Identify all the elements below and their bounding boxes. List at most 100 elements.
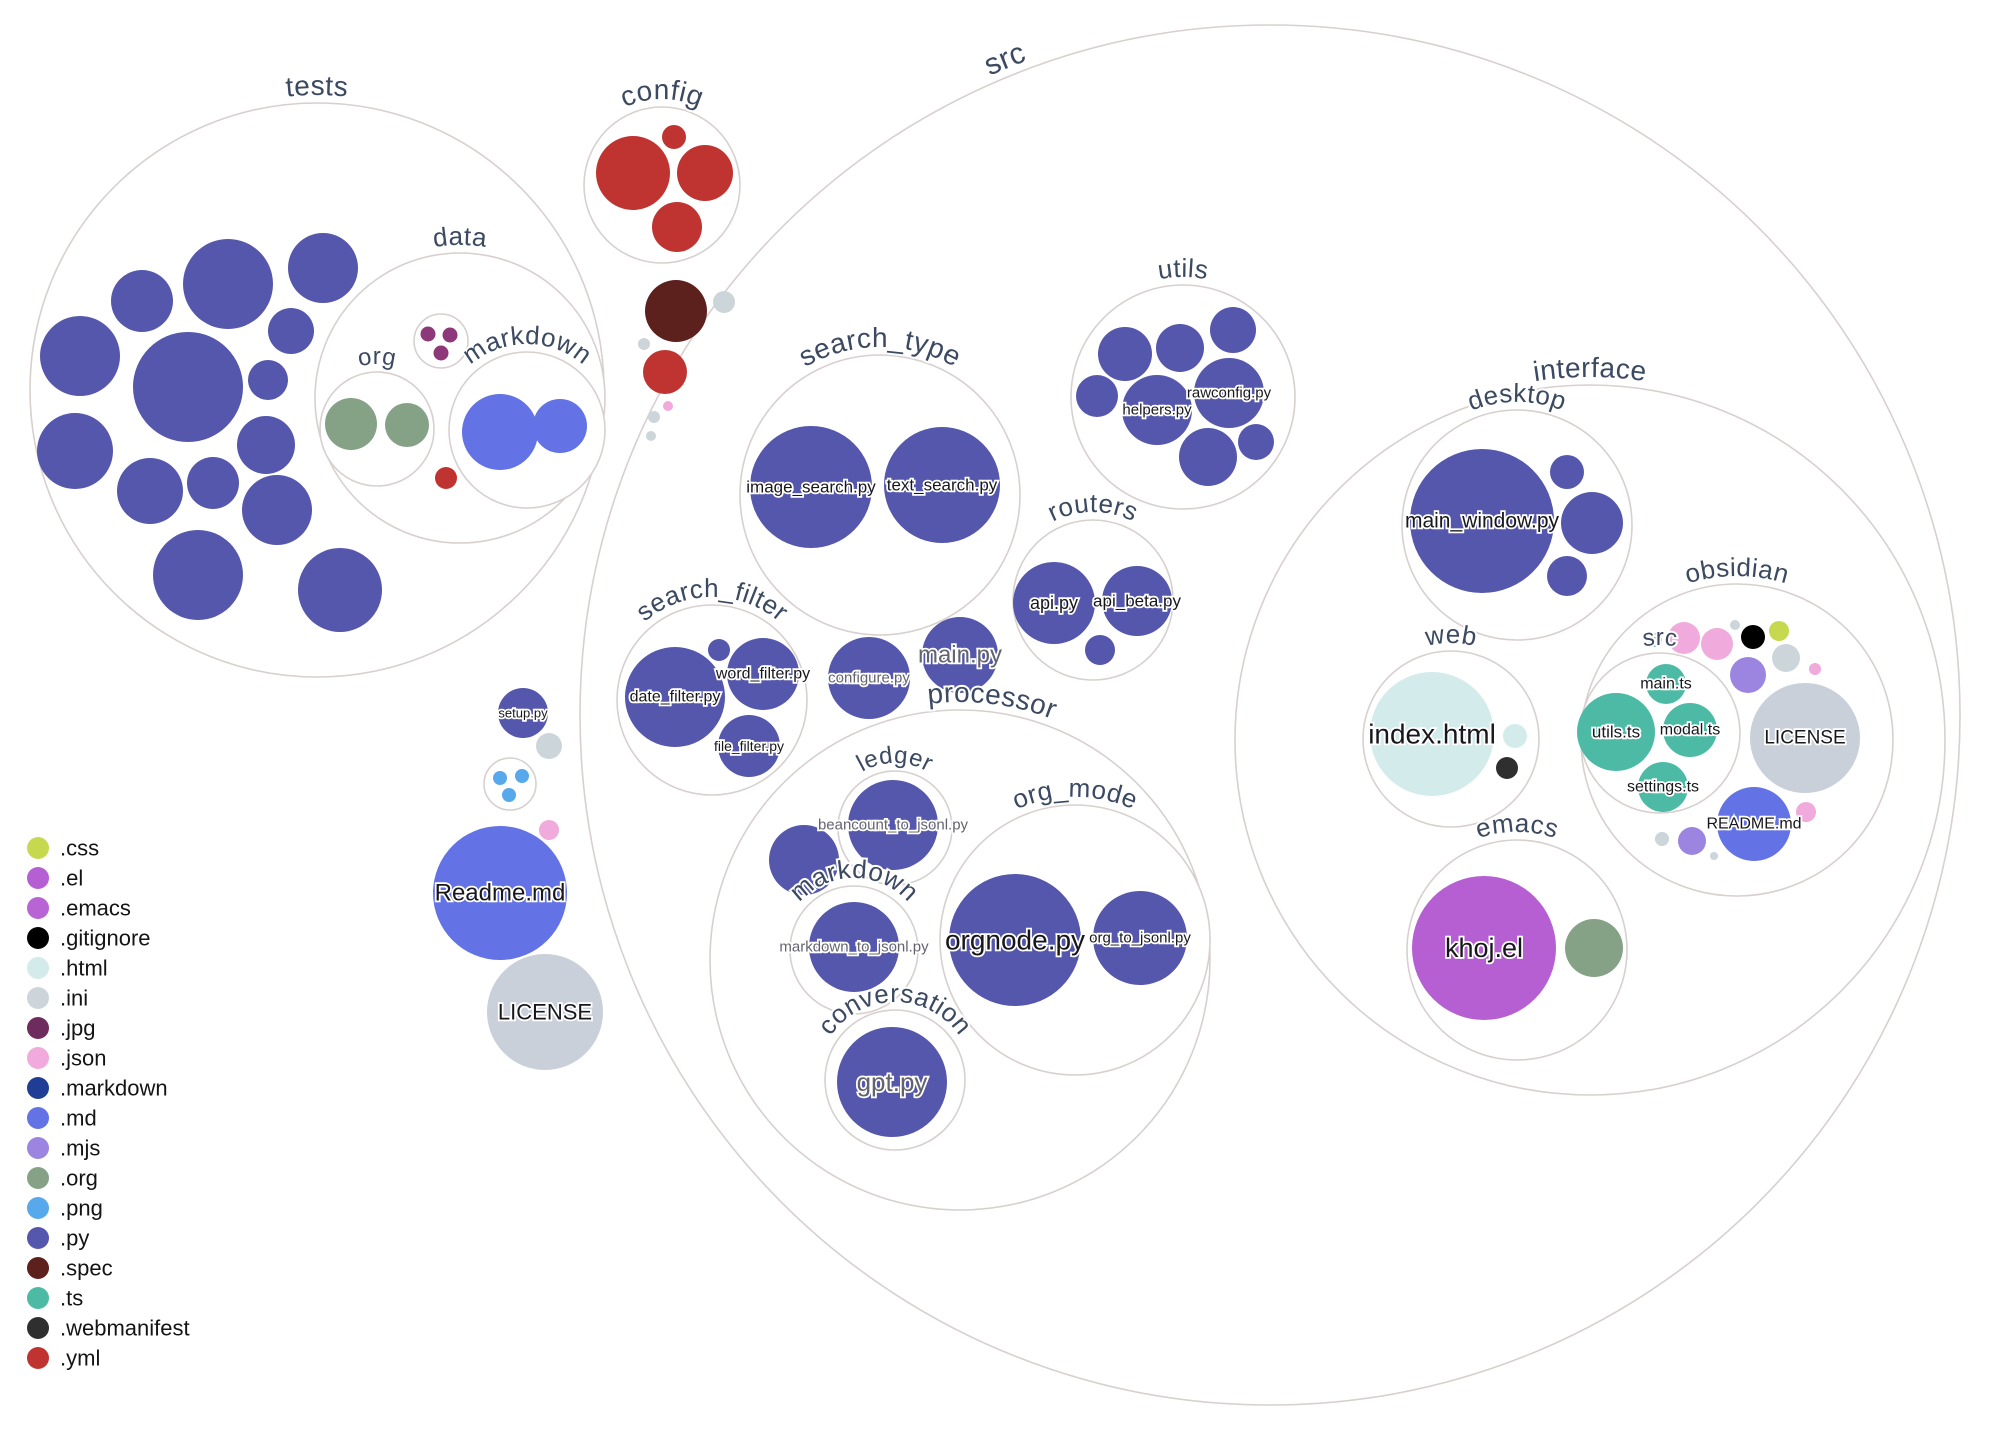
file-circle-api_beta.py[interactable] bbox=[1102, 566, 1172, 636]
file-circle-Readme.md[interactable] bbox=[433, 826, 567, 960]
file-circle-utils.ts[interactable] bbox=[1577, 693, 1655, 771]
file-circle-khoj.el[interactable] bbox=[1412, 876, 1556, 1020]
file-circle-json-file[interactable] bbox=[1796, 802, 1816, 822]
file-circle-py-file[interactable] bbox=[1547, 556, 1587, 596]
file-circle-py-file[interactable] bbox=[288, 233, 358, 303]
file-circle-beancount_to_jsonl.py[interactable] bbox=[848, 780, 938, 870]
file-circle-py-file[interactable] bbox=[1156, 324, 1204, 372]
file-circle-LICENSE[interactable] bbox=[487, 954, 603, 1070]
file-label-rawconfig.py: rawconfig.py bbox=[1187, 385, 1272, 402]
file-circle-json-file[interactable] bbox=[1701, 628, 1733, 660]
file-circle-py-file[interactable] bbox=[187, 457, 239, 509]
file-circle-image_search.py[interactable] bbox=[750, 426, 872, 548]
file-circle-ini-file[interactable] bbox=[1655, 832, 1669, 846]
file-circle-org-file[interactable] bbox=[1565, 919, 1623, 977]
file-circle-index.html[interactable] bbox=[1370, 672, 1494, 796]
file-circle-ini-file[interactable] bbox=[638, 338, 650, 350]
file-circle-py-file[interactable] bbox=[37, 413, 113, 489]
file-circle-date_filter.py[interactable] bbox=[625, 647, 725, 747]
file-circle-md-file[interactable] bbox=[533, 399, 587, 453]
file-circle-spec-file[interactable] bbox=[645, 280, 707, 342]
file-circle-setup.py[interactable] bbox=[498, 688, 548, 738]
file-circle-jpg-file[interactable] bbox=[433, 345, 449, 361]
file-circle-json-file[interactable] bbox=[539, 820, 559, 840]
file-circle-rawconfig.py[interactable] bbox=[1194, 358, 1264, 428]
file-circle-py-file[interactable] bbox=[1179, 428, 1237, 486]
file-circle-yml-file[interactable] bbox=[677, 145, 733, 201]
file-circle-ini-file[interactable] bbox=[646, 431, 656, 441]
file-circle-py-file[interactable] bbox=[769, 825, 839, 895]
file-circle-word_filter.py[interactable] bbox=[727, 638, 799, 710]
extension-legend: .css .el .emacs .gitignore .html .ini .jpg .jso… bbox=[27, 836, 190, 1371]
file-circle-png-file[interactable] bbox=[515, 769, 529, 783]
file-circle-png-file[interactable] bbox=[493, 771, 507, 785]
file-circle-main.ts[interactable] bbox=[1646, 664, 1686, 704]
file-circle-helpers.py[interactable] bbox=[1122, 375, 1192, 445]
file-circle-yml-file[interactable] bbox=[435, 467, 457, 489]
file-circle-py-file[interactable] bbox=[1085, 635, 1115, 665]
file-circle-py-file[interactable] bbox=[133, 332, 243, 442]
file-circle-markdown_to_jsonl.py[interactable] bbox=[809, 902, 899, 992]
file-circle-png-file[interactable] bbox=[502, 788, 516, 802]
folder-circle-unlabeled[interactable] bbox=[483, 757, 537, 811]
file-circle-py-file[interactable] bbox=[1076, 375, 1118, 417]
file-circle-modal.ts[interactable] bbox=[1663, 703, 1717, 757]
file-circle-py-file[interactable] bbox=[1550, 455, 1584, 489]
file-circle-yml-file[interactable] bbox=[652, 202, 702, 252]
file-circle-css-file[interactable] bbox=[1769, 621, 1789, 641]
file-circle-jpg-file[interactable] bbox=[442, 327, 458, 343]
folder-circle-search_type[interactable] bbox=[739, 354, 1021, 636]
file-circle-html-file[interactable] bbox=[1503, 724, 1527, 748]
file-circle-md-file[interactable] bbox=[462, 394, 538, 470]
file-circle-jpg-file[interactable] bbox=[420, 326, 436, 342]
file-circle-py-file[interactable] bbox=[183, 239, 273, 329]
file-circle-py-file[interactable] bbox=[268, 308, 314, 354]
file-circle-ini-file[interactable] bbox=[536, 733, 562, 759]
file-circle-ini-file[interactable] bbox=[713, 291, 735, 313]
file-circle-json-file[interactable] bbox=[1668, 622, 1700, 654]
file-circle-gitignore-file[interactable] bbox=[1741, 625, 1765, 649]
file-circle-README.md[interactable] bbox=[1717, 787, 1791, 861]
file-circle-main.py[interactable] bbox=[922, 617, 998, 693]
file-circle-py-file[interactable] bbox=[298, 548, 382, 632]
file-circle-webmanifest-file[interactable] bbox=[1496, 757, 1518, 779]
file-circle-yml-file[interactable] bbox=[596, 136, 670, 210]
file-circle-py-file[interactable] bbox=[242, 475, 312, 545]
file-circle-png-file[interactable] bbox=[1648, 633, 1662, 647]
file-circle-py-file[interactable] bbox=[1210, 307, 1256, 353]
file-circle-text_search.py[interactable] bbox=[884, 427, 1000, 543]
file-circle-ini-file[interactable] bbox=[1772, 644, 1800, 672]
file-circle-mjs-file[interactable] bbox=[1730, 657, 1766, 693]
file-circle-py-file[interactable] bbox=[117, 458, 183, 524]
file-circle-py-file[interactable] bbox=[1098, 327, 1152, 381]
legend-label-spec: .spec bbox=[60, 1256, 113, 1281]
file-circle-ini-file[interactable] bbox=[1710, 852, 1718, 860]
file-circle-py-file[interactable] bbox=[248, 360, 288, 400]
file-circle-py-file[interactable] bbox=[40, 316, 120, 396]
file-circle-settings.ts[interactable] bbox=[1638, 762, 1688, 812]
file-circle-mjs-file[interactable] bbox=[1678, 827, 1706, 855]
file-circle-api.py[interactable] bbox=[1013, 562, 1095, 644]
file-circle-org-file[interactable] bbox=[325, 398, 377, 450]
file-circle-main_window.py[interactable] bbox=[1410, 449, 1554, 593]
file-circle-py-file[interactable] bbox=[153, 530, 243, 620]
file-circle-yml-file[interactable] bbox=[643, 350, 687, 394]
legend-swatch-mjs bbox=[27, 1137, 49, 1159]
file-circle-py-file[interactable] bbox=[1238, 424, 1274, 460]
file-circle-json-file[interactable] bbox=[1809, 663, 1821, 675]
file-circle-org_to_jsonl.py[interactable] bbox=[1093, 891, 1187, 985]
file-circle-json-file[interactable] bbox=[663, 401, 673, 411]
file-circle-py-file[interactable] bbox=[237, 416, 295, 474]
file-circle-configure.py[interactable] bbox=[828, 637, 910, 719]
file-circle-file_filter.py[interactable] bbox=[718, 715, 780, 777]
file-circle-ini-file[interactable] bbox=[648, 411, 660, 423]
file-circle-py-file[interactable] bbox=[708, 639, 730, 661]
file-circle-yml-file[interactable] bbox=[662, 125, 686, 149]
file-circle-py-file[interactable] bbox=[111, 270, 173, 332]
file-circle-org-file[interactable] bbox=[385, 403, 429, 447]
file-circle-ini-file[interactable] bbox=[1730, 620, 1740, 630]
file-circle-LICENSE[interactable] bbox=[1750, 683, 1860, 793]
file-circle-py-file[interactable] bbox=[1561, 492, 1623, 554]
file-circle-gpt.py[interactable] bbox=[837, 1027, 947, 1137]
file-circle-orgnode.py[interactable] bbox=[949, 874, 1081, 1006]
